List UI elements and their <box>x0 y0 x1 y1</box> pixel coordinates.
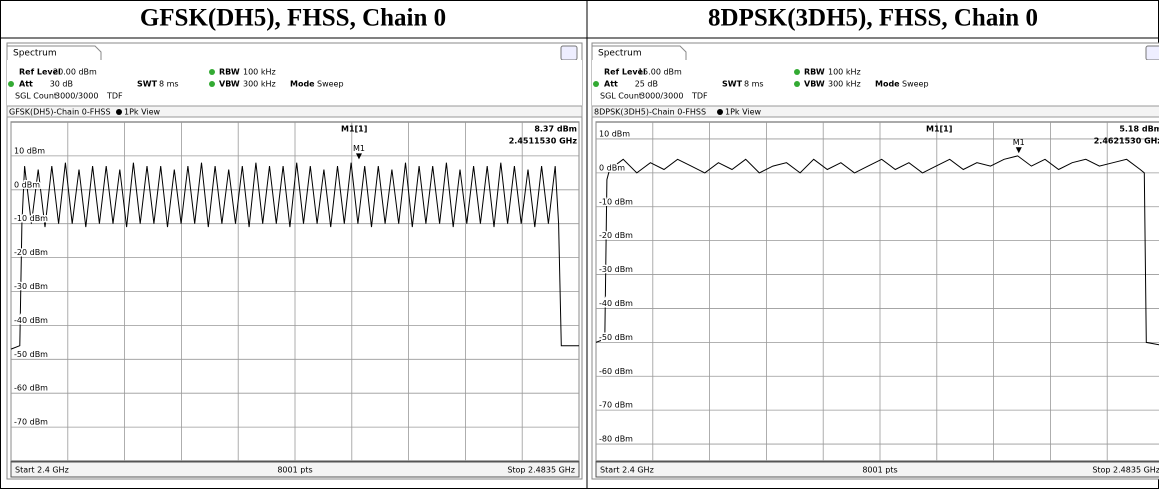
view-label: 1Pk View <box>725 108 762 117</box>
marker-name: M1 <box>353 144 365 153</box>
plot-area <box>595 121 1159 462</box>
y-tick-label: 10 dBm <box>14 146 45 155</box>
status-dot <box>209 81 215 87</box>
setting-label: RBW <box>804 68 825 77</box>
y-tick-label: 0 dBm <box>14 180 40 189</box>
y-tick-label: 10 dBm <box>599 129 630 138</box>
y-tick-label: -20 dBm <box>599 231 633 240</box>
marker-readout: M1[1] <box>926 125 952 134</box>
y-tick-label: -40 dBm <box>14 316 48 325</box>
y-tick-label: -30 dBm <box>599 265 633 274</box>
tab <box>6 45 102 60</box>
setting-label: Mode <box>290 80 315 89</box>
setting-value: 300 kHz <box>828 80 861 89</box>
y-tick-label: -50 dBm <box>14 350 48 359</box>
y-tick-label: -30 dBm <box>14 282 48 291</box>
y-tick-label: 0 dBm <box>599 163 625 172</box>
setting-value: 3000/3000 <box>55 92 98 101</box>
setting-value: 100 kHz <box>828 68 861 77</box>
points-label: 8001 pts <box>277 466 312 475</box>
status-bar <box>595 461 1159 478</box>
trace-bar <box>591 105 1159 118</box>
setting-label: SWT <box>722 80 743 89</box>
tab-label: Spectrum <box>13 49 57 59</box>
setting-value: 300 kHz <box>243 80 276 89</box>
marker-readout: M1[1] <box>341 125 367 134</box>
y-tick-label: -70 dBm <box>599 401 633 410</box>
settings-box <box>7 60 582 106</box>
setting-label: Mode <box>875 80 900 89</box>
setting-label: Att <box>604 80 618 89</box>
status-bar <box>10 461 580 478</box>
setting-value: 25 dB <box>635 80 658 89</box>
marker <box>1015 147 1022 154</box>
y-tick-label: -70 dBm <box>14 418 48 427</box>
y-tick-label: -80 dBm <box>599 435 633 444</box>
setting-label: RBW <box>219 68 240 77</box>
setting-label: VBW <box>219 80 240 89</box>
setting-value: Sweep <box>317 80 344 89</box>
trace-bar <box>6 105 583 118</box>
setting-value: 3000/3000 <box>640 92 683 101</box>
stop-label: Stop 2.4835 GHz <box>507 466 575 475</box>
y-tick-label: -20 dBm <box>14 248 48 257</box>
y-tick-label: -50 dBm <box>599 333 633 342</box>
setting-label: SGL Count <box>15 92 57 101</box>
status-dot <box>209 69 215 75</box>
setting-label: TDF <box>691 92 708 101</box>
y-tick-label: -40 dBm <box>599 299 633 308</box>
marker-name: M1 <box>1013 138 1025 147</box>
tab-icon <box>1145 45 1159 61</box>
setting-label: SWT <box>137 80 158 89</box>
setting-value: 8 ms <box>744 80 764 89</box>
y-tick-label: -10 dBm <box>599 197 633 206</box>
marker-y: 8.37 dBm <box>534 125 577 134</box>
setting-label: Ref Level <box>604 68 646 77</box>
trace-title: GFSK(DH5)-Chain 0-FHSS <box>9 108 111 117</box>
stop-label: Stop 2.4835 GHz <box>1092 466 1159 475</box>
header-cell: GFSK(DH5), FHSS, Chain 0 <box>140 5 446 32</box>
setting-label: Att <box>19 80 33 89</box>
trace-dot <box>116 109 122 115</box>
marker <box>355 153 362 160</box>
setting-label: TDF <box>106 92 123 101</box>
marker-x: 2.4621530 GHz <box>1094 137 1159 146</box>
setting-value: 8 ms <box>159 80 179 89</box>
marker-y: 5.18 dBm <box>1119 125 1159 134</box>
setting-label: Ref Level <box>19 68 61 77</box>
tab-icon <box>560 45 578 61</box>
start-label: Start 2.4 GHz <box>15 466 69 475</box>
status-dot <box>593 81 599 87</box>
status-dot <box>8 81 14 87</box>
header-cell: 8DPSK(3DH5), FHSS, Chain 0 <box>708 5 1038 32</box>
tab-label: Spectrum <box>598 49 642 59</box>
setting-value: 20.00 dBm <box>53 68 97 77</box>
y-tick-label: -60 dBm <box>14 384 48 393</box>
setting-label: SGL Count <box>600 92 642 101</box>
marker-x: 2.4511530 GHz <box>509 137 578 146</box>
y-tick-label: -10 dBm <box>14 214 48 223</box>
setting-value: 100 kHz <box>243 68 276 77</box>
trace <box>595 155 1159 346</box>
start-label: Start 2.4 GHz <box>600 466 654 475</box>
status-dot <box>794 81 800 87</box>
trace-dot <box>717 109 723 115</box>
tab <box>591 45 687 60</box>
y-tick-label: -60 dBm <box>599 367 633 376</box>
trace <box>10 162 579 350</box>
settings-box <box>592 60 1159 106</box>
view-label: 1Pk View <box>124 108 161 117</box>
trace-title: 8DPSK(3DH5)-Chain 0-FHSS <box>594 108 706 117</box>
status-dot <box>794 69 800 75</box>
setting-label: VBW <box>804 80 825 89</box>
points-label: 8001 pts <box>862 466 897 475</box>
setting-value: 15.00 dBm <box>638 68 682 77</box>
setting-value: Sweep <box>902 80 929 89</box>
setting-value: 30 dB <box>50 80 73 89</box>
